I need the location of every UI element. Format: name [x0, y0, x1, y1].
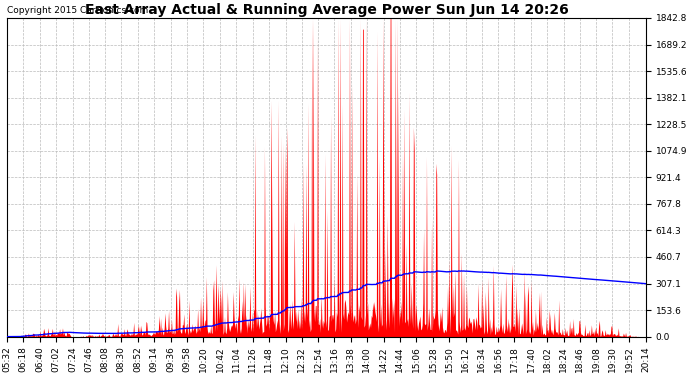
Title: East Array Actual & Running Average Power Sun Jun 14 20:26: East Array Actual & Running Average Powe… — [85, 3, 569, 17]
Text: Copyright 2015 Cartronics.com: Copyright 2015 Cartronics.com — [8, 6, 148, 15]
